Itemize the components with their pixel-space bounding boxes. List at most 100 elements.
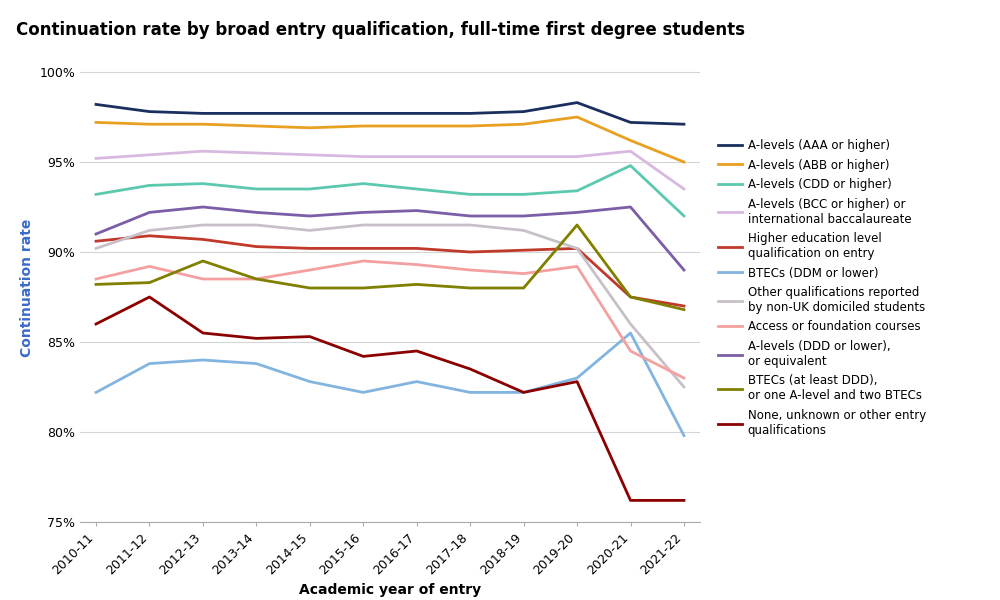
BTECs (at least DDD),
or one A-level and two BTECs: [571, 221, 583, 229]
BTECs (at least DDD),
or one A-level and two BTECs: [518, 284, 530, 292]
A-levels (ABB or higher): [357, 122, 369, 130]
A-levels (ABB or higher): [250, 122, 262, 130]
Text: Continuation rate by broad entry qualification, full-time first degree students: Continuation rate by broad entry qualifi…: [16, 21, 744, 39]
Higher education level
qualification on entry: [571, 245, 583, 252]
None, unknown or other entry
qualifications: [143, 293, 155, 301]
Higher education level
qualification on entry: [250, 243, 262, 250]
A-levels (ABB or higher): [518, 121, 530, 128]
Line: BTECs (DDM or lower): BTECs (DDM or lower): [96, 333, 684, 436]
Line: A-levels (DDD or lower),
or equivalent: A-levels (DDD or lower), or equivalent: [96, 207, 684, 270]
Other qualifications reported
by non-UK domiciled students: [571, 245, 583, 252]
Other qualifications reported
by non-UK domiciled students: [143, 227, 155, 234]
A-levels (ABB or higher): [678, 158, 690, 166]
A-levels (DDD or lower),
or equivalent: [411, 207, 423, 214]
A-levels (CDD or higher): [143, 182, 155, 189]
Access or foundation courses: [625, 347, 637, 355]
A-levels (AAA or higher): [464, 110, 476, 117]
Access or foundation courses: [678, 374, 690, 382]
None, unknown or other entry
qualifications: [625, 497, 637, 504]
None, unknown or other entry
qualifications: [357, 353, 369, 360]
BTECs (DDM or lower): [304, 378, 316, 385]
A-levels (AAA or higher): [143, 108, 155, 115]
Access or foundation courses: [304, 266, 316, 274]
BTECs (at least DDD),
or one A-level and two BTECs: [411, 281, 423, 288]
Other qualifications reported
by non-UK domiciled students: [250, 221, 262, 229]
Line: None, unknown or other entry
qualifications: None, unknown or other entry qualificati…: [96, 297, 684, 500]
A-levels (AAA or higher): [197, 110, 209, 117]
Access or foundation courses: [197, 275, 209, 283]
A-levels (ABB or higher): [197, 121, 209, 128]
None, unknown or other entry
qualifications: [678, 497, 690, 504]
A-levels (AAA or higher): [571, 99, 583, 106]
A-levels (BCC or higher) or
international baccalaureate: [518, 153, 530, 160]
BTECs (DDM or lower): [411, 378, 423, 385]
Line: A-levels (AAA or higher): A-levels (AAA or higher): [96, 103, 684, 124]
A-levels (CDD or higher): [411, 185, 423, 193]
BTECs (DDM or lower): [625, 329, 637, 337]
A-levels (AAA or higher): [250, 110, 262, 117]
BTECs (DDM or lower): [357, 389, 369, 396]
BTECs (at least DDD),
or one A-level and two BTECs: [464, 284, 476, 292]
Line: A-levels (ABB or higher): A-levels (ABB or higher): [96, 117, 684, 162]
Line: Access or foundation courses: Access or foundation courses: [96, 261, 684, 378]
Other qualifications reported
by non-UK domiciled students: [357, 221, 369, 229]
Higher education level
qualification on entry: [678, 302, 690, 310]
A-levels (AAA or higher): [90, 101, 102, 108]
A-levels (DDD or lower),
or equivalent: [571, 209, 583, 216]
A-levels (DDD or lower),
or equivalent: [304, 212, 316, 220]
None, unknown or other entry
qualifications: [250, 335, 262, 342]
Other qualifications reported
by non-UK domiciled students: [518, 227, 530, 234]
A-levels (BCC or higher) or
international baccalaureate: [250, 149, 262, 157]
None, unknown or other entry
qualifications: [518, 389, 530, 396]
BTECs (at least DDD),
or one A-level and two BTECs: [625, 293, 637, 301]
Access or foundation courses: [518, 270, 530, 277]
BTECs (DDM or lower): [90, 389, 102, 396]
BTECs (at least DDD),
or one A-level and two BTECs: [304, 284, 316, 292]
Other qualifications reported
by non-UK domiciled students: [625, 320, 637, 328]
A-levels (BCC or higher) or
international baccalaureate: [411, 153, 423, 160]
A-levels (CDD or higher): [464, 191, 476, 198]
A-levels (ABB or higher): [304, 124, 316, 131]
A-levels (DDD or lower),
or equivalent: [518, 212, 530, 220]
A-levels (CDD or higher): [678, 212, 690, 220]
BTECs (DDM or lower): [464, 389, 476, 396]
None, unknown or other entry
qualifications: [411, 347, 423, 355]
A-levels (DDD or lower),
or equivalent: [197, 203, 209, 211]
Access or foundation courses: [411, 261, 423, 268]
BTECs (DDM or lower): [571, 374, 583, 382]
Higher education level
qualification on entry: [625, 293, 637, 301]
Access or foundation courses: [571, 263, 583, 270]
A-levels (ABB or higher): [571, 113, 583, 121]
A-levels (BCC or higher) or
international baccalaureate: [678, 185, 690, 193]
A-levels (CDD or higher): [625, 162, 637, 169]
BTECs (at least DDD),
or one A-level and two BTECs: [357, 284, 369, 292]
Higher education level
qualification on entry: [411, 245, 423, 252]
Other qualifications reported
by non-UK domiciled students: [678, 383, 690, 391]
A-levels (CDD or higher): [357, 180, 369, 187]
A-levels (AAA or higher): [625, 119, 637, 126]
A-levels (BCC or higher) or
international baccalaureate: [90, 155, 102, 162]
A-levels (ABB or higher): [90, 119, 102, 126]
BTECs (DDM or lower): [518, 389, 530, 396]
Higher education level
qualification on entry: [90, 238, 102, 245]
A-levels (BCC or higher) or
international baccalaureate: [571, 153, 583, 160]
A-levels (ABB or higher): [464, 122, 476, 130]
A-levels (AAA or higher): [357, 110, 369, 117]
None, unknown or other entry
qualifications: [464, 365, 476, 373]
A-levels (DDD or lower),
or equivalent: [625, 203, 637, 211]
BTECs (DDM or lower): [678, 432, 690, 439]
A-levels (AAA or higher): [678, 121, 690, 128]
A-levels (CDD or higher): [518, 191, 530, 198]
None, unknown or other entry
qualifications: [90, 320, 102, 328]
BTECs (DDM or lower): [250, 360, 262, 367]
Line: Higher education level
qualification on entry: Higher education level qualification on …: [96, 236, 684, 306]
Higher education level
qualification on entry: [518, 247, 530, 254]
BTECs (at least DDD),
or one A-level and two BTECs: [90, 281, 102, 288]
Other qualifications reported
by non-UK domiciled students: [411, 221, 423, 229]
Access or foundation courses: [464, 266, 476, 274]
Other qualifications reported
by non-UK domiciled students: [464, 221, 476, 229]
Line: A-levels (BCC or higher) or
international baccalaureate: A-levels (BCC or higher) or internationa…: [96, 151, 684, 189]
A-levels (DDD or lower),
or equivalent: [143, 209, 155, 216]
Access or foundation courses: [357, 257, 369, 265]
A-levels (AAA or higher): [518, 108, 530, 115]
